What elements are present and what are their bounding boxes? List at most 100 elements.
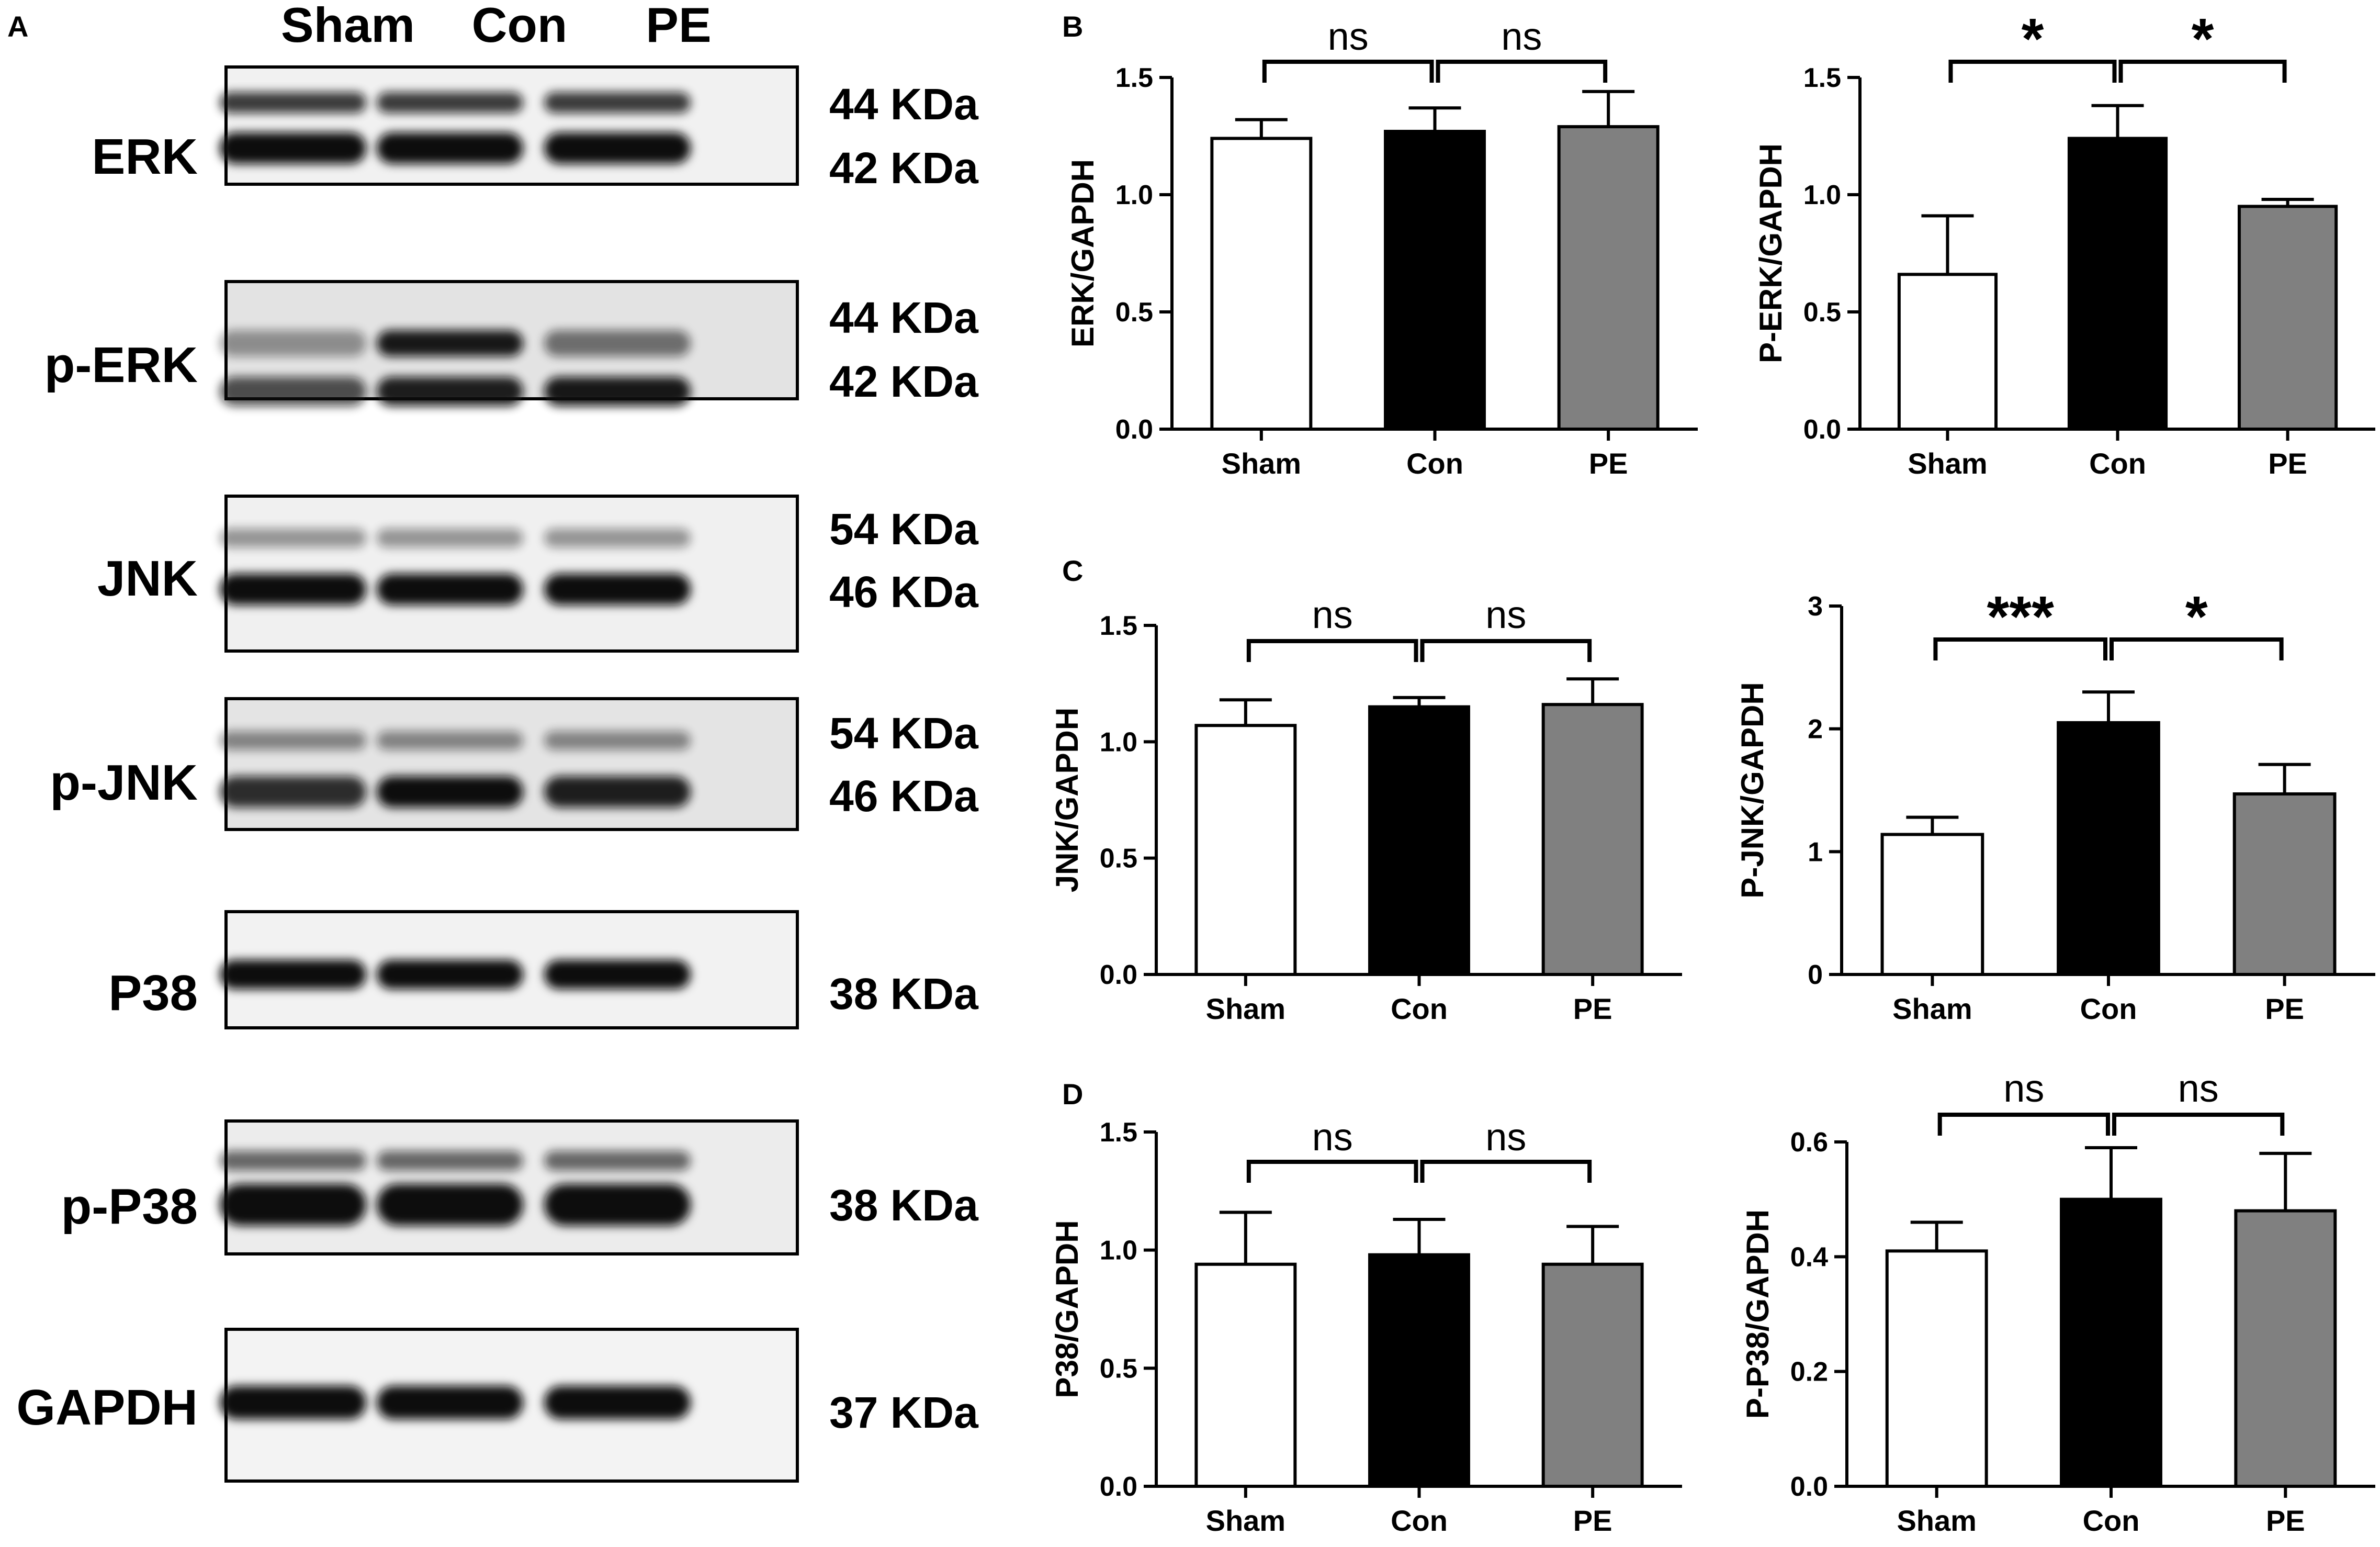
y-tick-label: 0.0	[1100, 1472, 1137, 1502]
x-tick-label-pe: PE	[2266, 1504, 2305, 1537]
blot-band	[377, 776, 523, 808]
blot-band	[220, 330, 366, 356]
blot-band	[220, 132, 366, 164]
y-tick-label: 0.5	[1100, 1353, 1137, 1384]
blot-row-label: P38	[108, 965, 198, 1021]
x-tick-label-con: Con	[1406, 447, 1463, 480]
blot-row-label: p-P38	[61, 1179, 198, 1235]
blot-band	[377, 1184, 523, 1226]
significance-bracket	[2118, 60, 2287, 83]
y-tick-label: 3	[1808, 591, 1823, 622]
y-tick-label: 0	[1808, 960, 1823, 990]
blot-band	[220, 960, 366, 989]
significance-label: ns	[1501, 15, 1542, 58]
blot-band	[377, 574, 523, 605]
x-tick-label-sham: Sham	[1892, 992, 1972, 1025]
blot-band	[377, 377, 523, 406]
y-tick-label: 0.5	[1803, 297, 1841, 328]
blot-band	[544, 731, 691, 750]
bar-sham	[1194, 1262, 1297, 1488]
significance-label: ns	[2003, 1067, 2044, 1110]
panel-label-a: A	[7, 10, 28, 43]
significance-bracket	[1937, 1113, 2110, 1136]
significance-label: ns	[2178, 1067, 2219, 1110]
bar-sham	[1210, 137, 1313, 431]
y-tick-label: 0.0	[1803, 414, 1841, 445]
blot-row-gapdh: GAPDH 37 KDa	[16, 1328, 979, 1483]
western-blot-panel: Sham Con PE ERK 44 KDa 42 KDa p-ERK 44 KDa 42…	[16, 0, 979, 1483]
bar-charts: 0.0 0.5 1.0 1.5 ERK/GAPDH Sham Con PE ns ns 0.0 0.5…	[1050, 7, 2375, 1537]
bar-con	[2060, 1197, 2162, 1488]
blot-band	[220, 1386, 366, 1419]
blot-band	[220, 731, 366, 750]
blot-kda-label: 38 KDa	[829, 969, 979, 1018]
lane-label-con: Con	[472, 0, 568, 52]
y-tick-label: 1	[1808, 837, 1823, 867]
blot-band	[220, 92, 366, 113]
blot-kda-label: 54 KDa	[829, 709, 979, 758]
blot-row-p-erk: p-ERK 44 KDa 42 KDa	[44, 280, 979, 406]
significance-label: ***	[1987, 585, 2054, 649]
x-tick-label-sham: Sham	[1897, 1504, 1977, 1537]
x-tick-label-sham: Sham	[1222, 447, 1302, 480]
bar-pe	[1541, 1262, 1644, 1488]
y-tick-label: 0.6	[1790, 1127, 1828, 1158]
x-tick-label-pe: PE	[2265, 992, 2304, 1025]
y-tick-label: 1.5	[1100, 1117, 1137, 1148]
blot-band	[544, 1386, 691, 1419]
blot-band	[377, 529, 523, 547]
x-tick-label-pe: PE	[1589, 447, 1628, 480]
bar-con	[2067, 137, 2168, 431]
bar-pe	[2234, 1209, 2337, 1488]
lane-label-sham: Sham	[281, 0, 415, 52]
significance-bracket	[1420, 639, 1592, 662]
bar-con	[1368, 705, 1470, 976]
y-tick-label: 0.2	[1790, 1357, 1828, 1387]
blot-kda-label: 46 KDa	[829, 771, 979, 821]
x-tick-label-con: Con	[2089, 447, 2146, 480]
y-axis-title: JNK/GAPDH	[1050, 708, 1085, 892]
significance-bracket	[2110, 637, 2284, 660]
blot-band	[220, 574, 366, 605]
y-tick-label: 0.0	[1115, 414, 1153, 445]
x-tick-label-pe: PE	[2268, 447, 2307, 480]
blot-row-p38: P38 38 KDa	[108, 910, 979, 1029]
y-tick-label: 1.0	[1100, 727, 1137, 757]
blot-kda-label: 37 KDa	[829, 1388, 979, 1437]
panel-label-c: C	[1062, 554, 1083, 587]
y-tick-label: 0.4	[1790, 1242, 1828, 1272]
y-axis-title: P-P38/GAPDH	[1740, 1209, 1775, 1419]
x-tick-label-sham: Sham	[1206, 1504, 1286, 1537]
bar-sham	[1885, 1249, 1988, 1488]
significance-label: *	[2192, 7, 2214, 71]
blot-band	[377, 1151, 523, 1171]
blot-band	[377, 960, 523, 989]
bar-sham	[1880, 833, 1984, 976]
blot-band	[220, 1184, 366, 1226]
blot-band	[544, 92, 691, 113]
significance-label: *	[2022, 7, 2044, 71]
y-axis-title: P-ERK/GAPDH	[1753, 143, 1788, 363]
blot-band	[544, 1151, 691, 1171]
bar-sham	[1897, 273, 1998, 431]
x-tick-label-con: Con	[1391, 992, 1448, 1025]
significance-bracket	[1246, 639, 1418, 662]
bar-pe	[1557, 125, 1660, 431]
blot-band	[220, 377, 366, 406]
blot-kda-label: 42 KDa	[829, 143, 979, 193]
significance-bracket	[1420, 1160, 1592, 1183]
y-tick-label: 1.0	[1803, 180, 1841, 210]
significance-bracket	[1436, 60, 1608, 83]
x-tick-label-pe: PE	[1573, 992, 1612, 1025]
x-tick-label-pe: PE	[1573, 1504, 1612, 1537]
y-tick-label: 2	[1808, 714, 1823, 745]
panel-label-d: D	[1062, 1078, 1083, 1111]
significance-bracket	[1933, 637, 2107, 660]
significance-label: ns	[1312, 593, 1353, 636]
blot-kda-label: 44 KDa	[829, 80, 979, 129]
x-tick-label-sham: Sham	[1908, 447, 1988, 480]
blot-band	[220, 1151, 366, 1171]
lane-label-pe: PE	[646, 0, 711, 52]
bar-pe	[2232, 792, 2337, 977]
